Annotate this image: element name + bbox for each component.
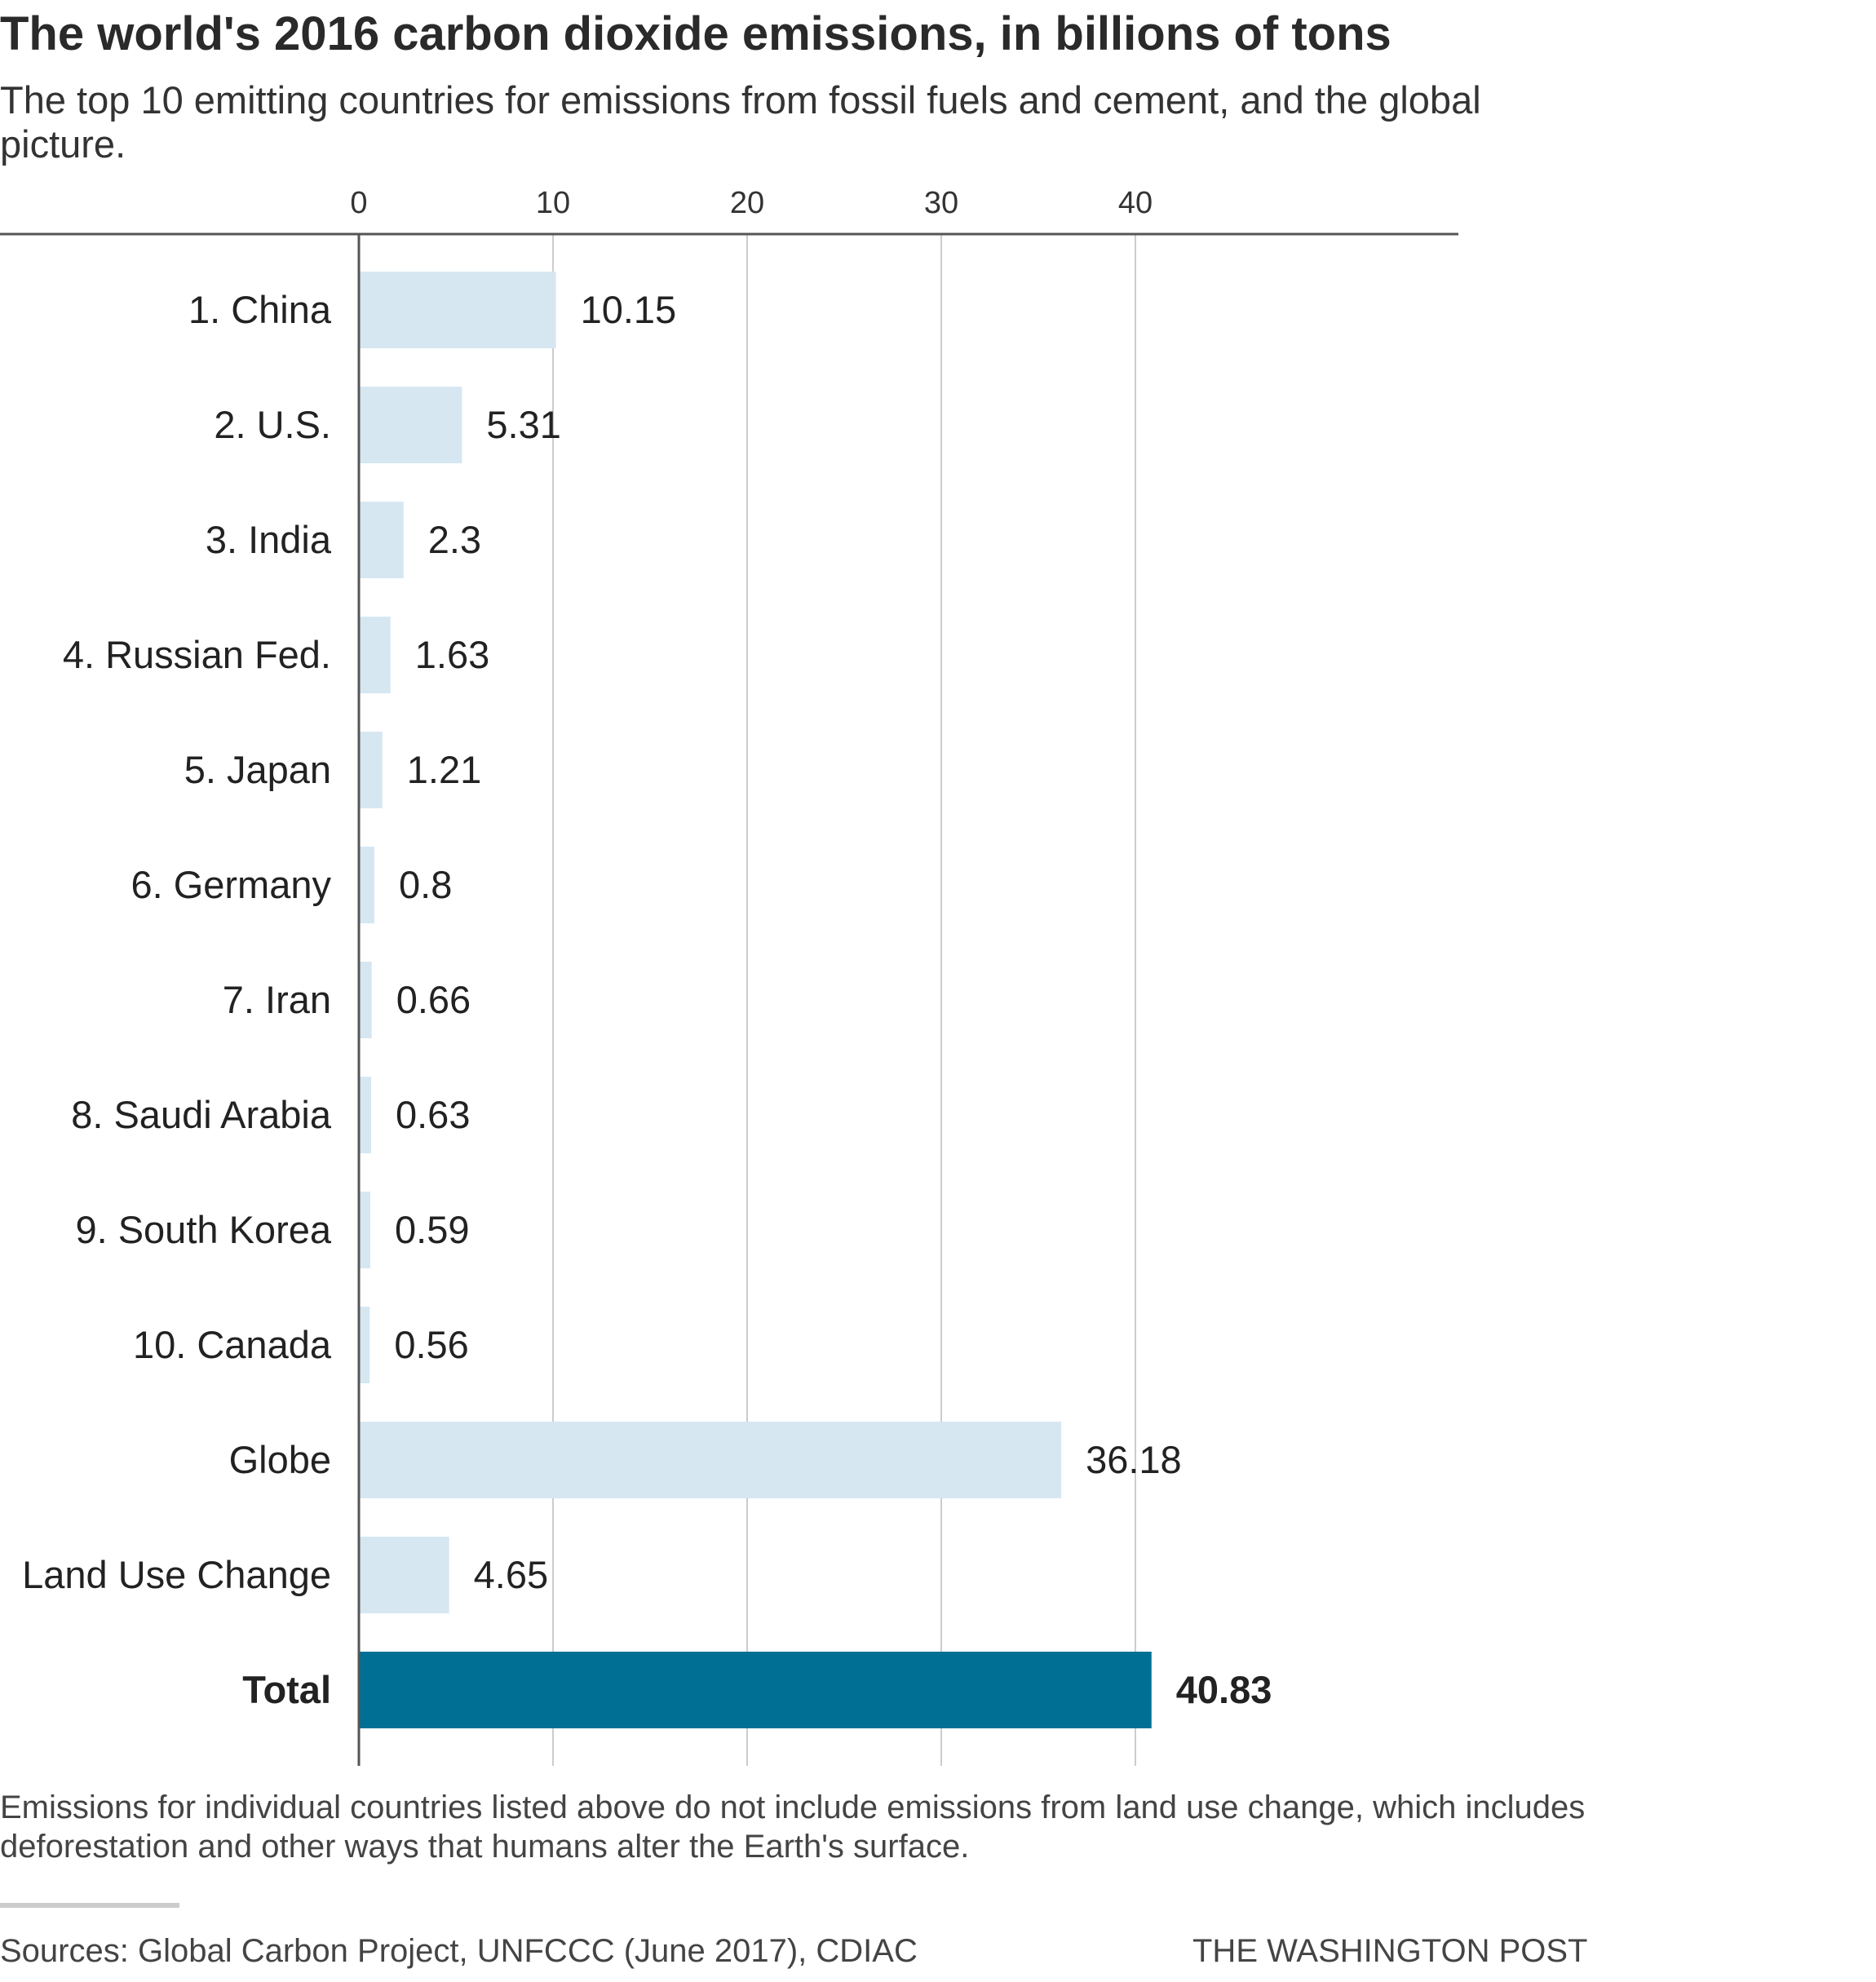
sources-text: Sources: Global Carbon Project, UNFCCC (…: [0, 1933, 918, 1969]
x-axis-ticks: 0 10 20 30 40: [350, 186, 1153, 220]
x-tick-label: 20: [730, 186, 764, 220]
data-label: 10.15: [581, 288, 677, 331]
data-label: 0.56: [394, 1323, 468, 1366]
data-label: 0.63: [396, 1093, 470, 1136]
data-label: 4.65: [474, 1553, 548, 1596]
bar: [359, 732, 383, 808]
bar: [359, 387, 462, 463]
chart-subtitle: The top 10 emitting countries for emissi…: [0, 78, 1481, 166]
bar-chart: 0 10 20 30 40 1. China 10.15 2. U.S. 5.31 3. Ind…: [0, 186, 1458, 1766]
category-label: Land Use Change: [22, 1553, 331, 1596]
category-label: 4. Russian Fed.: [63, 633, 331, 676]
bar: [359, 1307, 370, 1383]
x-tick-label: 30: [924, 186, 958, 220]
category-label: Globe: [229, 1438, 331, 1481]
chart-title: The world's 2016 carbon dioxide emission…: [0, 7, 1392, 60]
category-label: Total: [242, 1668, 331, 1711]
data-label: 40.83: [1176, 1668, 1272, 1711]
publisher-credit: THE WASHINGTON POST: [1192, 1933, 1588, 1969]
bar: [359, 962, 372, 1038]
bar: [359, 1192, 371, 1268]
gridlines: [552, 234, 1136, 1766]
data-label: 2.3: [428, 518, 481, 561]
data-label: 0.8: [399, 863, 452, 906]
data-label: 5.31: [486, 403, 560, 446]
bar: [359, 1077, 371, 1153]
category-label: 6. Germany: [131, 863, 331, 906]
category-label: 9. South Korea: [75, 1208, 331, 1251]
category-label: 7. Iran: [223, 978, 331, 1021]
bar: [359, 847, 375, 923]
footnote: Emissions for individual countries liste…: [0, 1790, 1586, 1865]
bar: [359, 272, 556, 348]
x-tick-label: 0: [350, 186, 367, 220]
category-label: 8. Saudi Arabia: [71, 1093, 332, 1136]
x-tick-label: 40: [1118, 186, 1153, 220]
x-tick-label: 10: [536, 186, 570, 220]
data-label: 1.63: [415, 633, 489, 676]
bar: [359, 502, 404, 578]
labels: 1. China 10.15 2. U.S. 5.31 3. India 2.3 4. Ru…: [22, 288, 1272, 1711]
data-label: 1.21: [407, 748, 481, 791]
bar: [359, 1537, 449, 1613]
data-label: 0.59: [395, 1208, 469, 1251]
category-label: 1. China: [188, 288, 332, 331]
data-label: 0.66: [396, 978, 471, 1021]
bar: [359, 1422, 1062, 1498]
data-label: 36.18: [1086, 1438, 1182, 1481]
bar: [359, 617, 391, 693]
bars: [359, 272, 1152, 1728]
category-label: 5. Japan: [184, 748, 331, 791]
footer-divider: [0, 1903, 179, 1908]
bar: [359, 1652, 1152, 1728]
category-label: 10. Canada: [133, 1323, 332, 1366]
category-label: 2. U.S.: [214, 403, 331, 446]
category-label: 3. India: [206, 518, 332, 561]
